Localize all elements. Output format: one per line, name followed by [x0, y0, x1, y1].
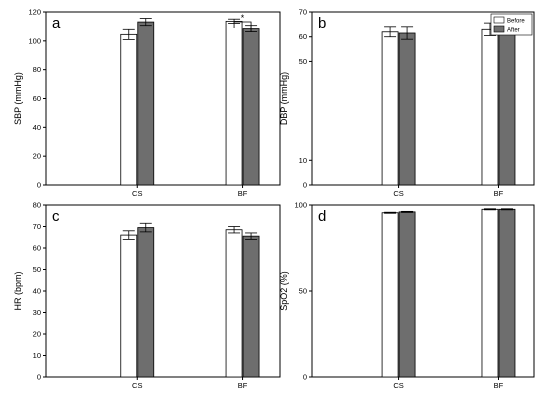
y-tick-label: 10	[299, 156, 307, 165]
y-tick-label: 20	[33, 152, 41, 161]
bar-before	[481, 208, 499, 378]
bar-before	[120, 33, 138, 186]
panel-letter: b	[318, 15, 326, 32]
x-tick-label: BF	[494, 189, 504, 198]
y-tick-label: 70	[33, 222, 41, 231]
panel-c: 0 10 20 30 40 50 60 70 80 HR (bpm) c CS BF	[13, 201, 281, 390]
bar-after	[137, 21, 155, 186]
panel-letter: d	[318, 208, 326, 225]
y-axis-label: SBP (mmHg)	[13, 72, 23, 125]
panel-a: 0 20 40 60 80 100 120 SBP (mmHg) a CS BF *	[13, 8, 281, 198]
y-tick-label: 50	[299, 57, 307, 66]
y-tick-label: 80	[33, 65, 41, 74]
x-tick-label: CS	[393, 189, 403, 198]
significance-marker: *	[241, 13, 245, 23]
y-tick-label: 0	[303, 373, 307, 382]
y-axis-label: SpO2 (%)	[279, 271, 289, 311]
significance-bracket	[233, 21, 252, 32]
panel-b: 0 10 50 60 70 DBP (mmHg) b CS BF Before After	[279, 8, 535, 198]
bar-before	[381, 31, 399, 186]
legend-swatch-before	[493, 16, 505, 24]
bar-after	[498, 208, 516, 378]
y-tick-label: 80	[33, 201, 41, 210]
bar-after	[242, 28, 260, 186]
y-tick-label: 60	[33, 94, 41, 103]
y-tick-label: 60	[33, 244, 41, 253]
y-tick-label: 50	[33, 265, 41, 274]
y-tick-label: 0	[303, 181, 307, 190]
bar-after	[242, 235, 260, 378]
bar-after	[498, 27, 516, 186]
y-tick-label: 20	[33, 330, 41, 339]
x-tick-label: BF	[238, 381, 248, 390]
y-tick-label: 70	[299, 8, 307, 17]
y-tick-label: 120	[28, 8, 41, 17]
y-tick-label: 0	[37, 373, 41, 382]
legend-swatch-after	[493, 25, 505, 33]
plot-frame	[311, 11, 535, 186]
bar-before	[225, 20, 243, 186]
y-tick-label: 10	[33, 351, 41, 360]
y-tick-label: 40	[33, 287, 41, 296]
y-axis-label: HR (bpm)	[13, 271, 23, 310]
panel-letter: c	[52, 208, 60, 225]
x-tick-label: CS	[132, 189, 142, 198]
bar-before	[225, 229, 243, 378]
x-tick-label: BF	[494, 381, 504, 390]
x-tick-label: CS	[132, 381, 142, 390]
bar-after	[137, 227, 155, 378]
y-tick-label: 100	[294, 201, 307, 210]
x-tick-label: CS	[393, 381, 403, 390]
x-tick-label: BF	[238, 189, 248, 198]
y-tick-label: 60	[299, 32, 307, 41]
y-tick-label: 0	[37, 181, 41, 190]
bar-after	[398, 211, 416, 378]
y-tick-label: 100	[28, 36, 41, 45]
legend-label: After	[507, 28, 520, 34]
y-axis-label: DBP (mmHg)	[279, 72, 289, 125]
legend-label: Before	[507, 19, 525, 25]
y-tick-label: 40	[33, 123, 41, 132]
panel-d: 0 50 100 SpO2 (%) d CS BF	[279, 201, 535, 390]
bar-before	[481, 28, 499, 186]
panel-letter: a	[52, 15, 61, 32]
bar-before	[381, 212, 399, 378]
bar-after	[398, 32, 416, 186]
y-tick-label: 50	[299, 287, 307, 296]
bar-before	[120, 234, 138, 378]
y-tick-label: 30	[33, 308, 41, 317]
